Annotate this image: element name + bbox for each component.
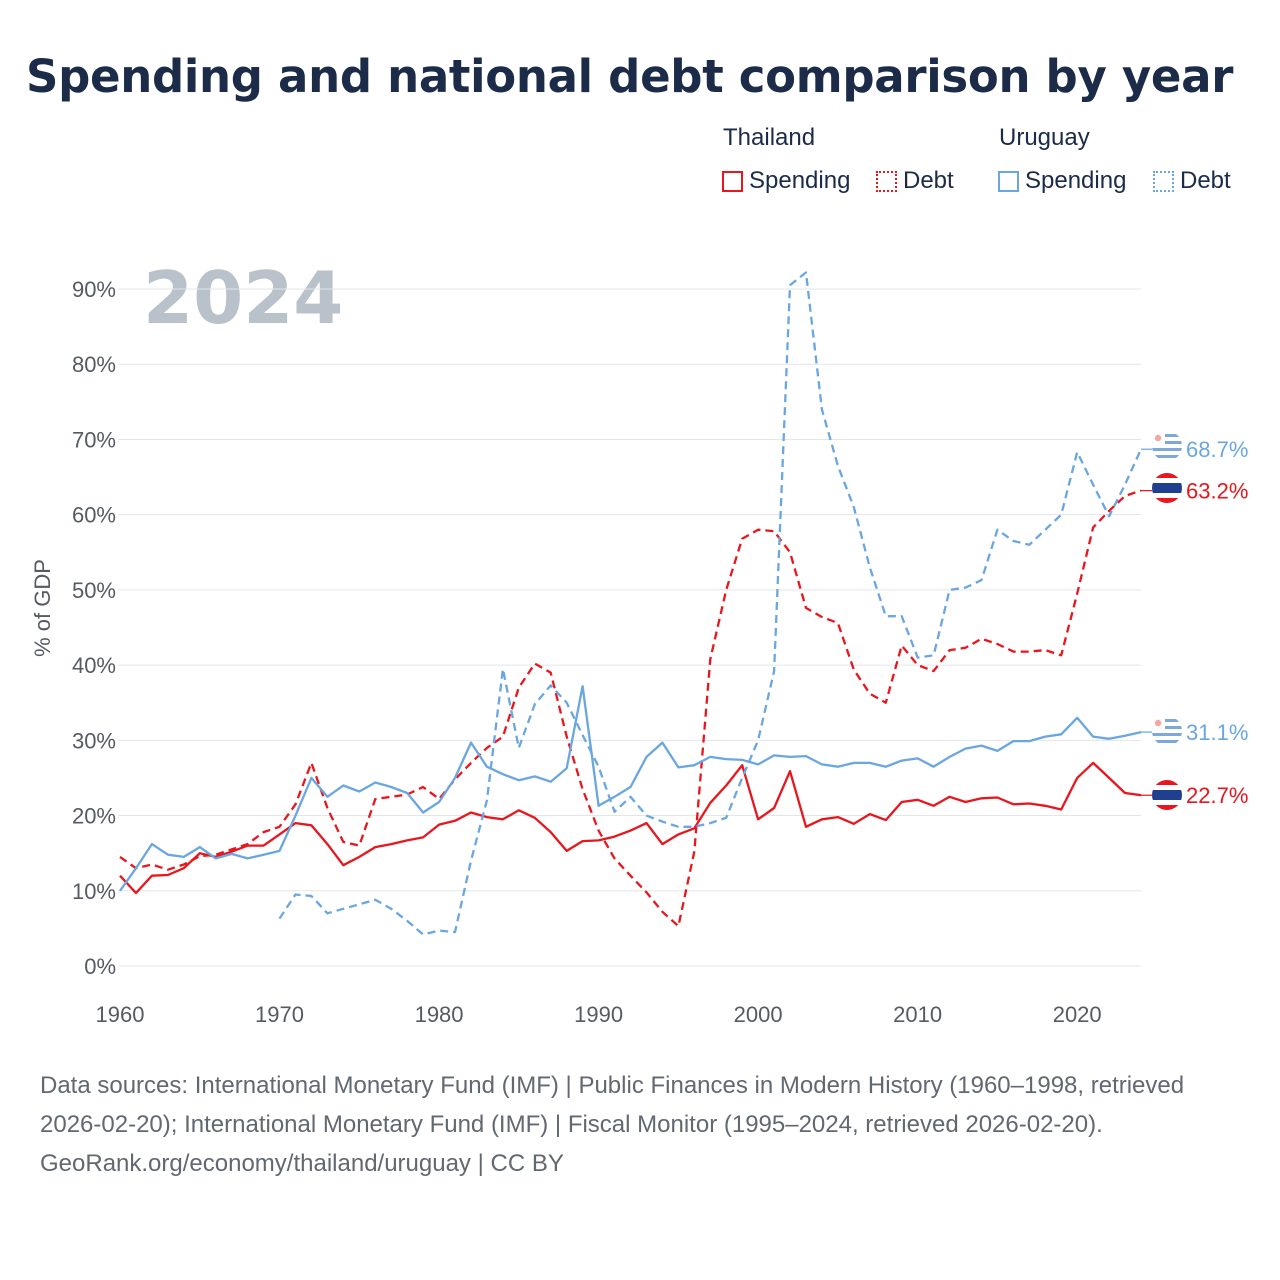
thailand-spending-line — [119, 761, 1142, 895]
grid-lines — [118, 288, 1141, 967]
credit-link[interactable]: GeoRank.org/economy/thailand/uruguay | C… — [40, 1150, 564, 1177]
x-axis-ticks: 1960 1970 1980 1990 2000 2010 2020 — [96, 1002, 1102, 1027]
y-tick-label: 40% — [72, 653, 116, 678]
y-tick-label: 50% — [72, 578, 116, 603]
x-tick-label: 2020 — [1053, 1002, 1102, 1027]
legend-swatch-dotted-blue — [1153, 170, 1174, 192]
legend-label: Debt — [1180, 167, 1231, 194]
legend-thailand-spending[interactable]: Spending — [722, 166, 850, 196]
end-flags — [1152, 431, 1182, 810]
y-tick-label: 80% — [72, 352, 116, 377]
x-tick-label: 2000 — [734, 1002, 783, 1027]
legend-group-thailand: Thailand — [723, 124, 816, 151]
line-chart: 2024 0%10%20%30%40%50%60%70%80%90% 1960 1… — [30, 256, 1248, 1027]
chart-title: Spending and national debt comparison by… — [26, 50, 1234, 103]
legend-label: Spending — [749, 167, 851, 194]
legend-swatch-solid-blue — [998, 170, 1019, 192]
legend-uruguay-debt[interactable]: Debt — [1153, 166, 1231, 196]
footer: Data sources: International Monetary Fun… — [40, 1066, 1250, 1183]
uruguay-flag-icon — [1152, 716, 1182, 746]
legend-swatch-dotted-red — [876, 170, 897, 192]
x-tick-label: 1960 — [96, 1002, 145, 1027]
thailand-flag-icon — [1152, 780, 1182, 810]
y-axis-ticks: 0% 10% 20% 30% 40% 50% 60% 70% 80% 90% — [72, 277, 116, 979]
legend-uruguay-spending[interactable]: Spending — [998, 166, 1126, 196]
y-tick-label: 0% — [84, 954, 116, 979]
uruguay-spending-end-label: 31.1% — [1186, 720, 1248, 745]
x-tick-label: 2010 — [893, 1002, 942, 1027]
y-tick-label: 90% — [72, 277, 116, 302]
y-axis-label: % of GDP — [30, 559, 55, 657]
y-tick-label: 10% — [72, 879, 116, 904]
legend-label: Debt — [903, 167, 954, 194]
y-tick-label: 20% — [72, 804, 116, 829]
x-tick-label: 1970 — [255, 1002, 304, 1027]
legend-swatch-solid-red — [722, 170, 743, 192]
uruguay-flag-icon — [1152, 431, 1182, 461]
series-lines — [119, 271, 1143, 936]
uruguay-debt-line — [278, 271, 1143, 936]
y-tick-label: 60% — [72, 503, 116, 528]
y-tick-label: 70% — [72, 427, 116, 452]
uruguay-spending-line — [119, 685, 1142, 892]
x-tick-label: 1980 — [415, 1002, 464, 1027]
data-sources: Data sources: International Monetary Fun… — [40, 1072, 1185, 1138]
y-tick-label: 30% — [72, 728, 116, 753]
thailand-debt-line — [119, 489, 1142, 928]
thailand-spending-end-label: 22.7% — [1186, 783, 1248, 808]
legend-thailand-debt[interactable]: Debt — [876, 166, 954, 196]
thailand-debt-end-label: 63.2% — [1186, 479, 1248, 504]
legend-group-uruguay: Uruguay — [999, 124, 1090, 151]
year-watermark: 2024 — [143, 256, 343, 340]
x-tick-label: 1990 — [574, 1002, 623, 1027]
uruguay-debt-end-label: 68.7% — [1186, 437, 1248, 462]
legend-label: Spending — [1025, 167, 1127, 194]
end-value-labels: 22.7% 63.2% 31.1% 68.7% — [1141, 437, 1248, 808]
thailand-flag-icon — [1152, 473, 1182, 503]
